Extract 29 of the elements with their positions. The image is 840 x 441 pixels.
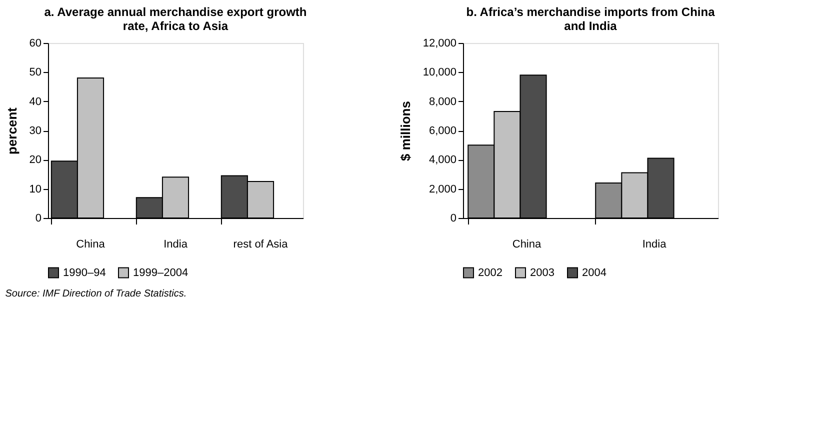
x-tick-label: China <box>512 238 542 250</box>
y-tick-label: 40 <box>29 96 42 108</box>
chart-title: b. Africa’s merchandise imports from China and India <box>466 5 716 33</box>
y-tick-label: 6,000 <box>428 125 456 137</box>
x-tick-label: India <box>642 238 668 250</box>
x-tick-label: China <box>76 238 106 250</box>
y-tick-label: 12,000 <box>422 38 456 50</box>
y-tick-label: 60 <box>29 38 42 50</box>
y-axis-title: percent <box>4 106 20 154</box>
legend-label: 1999–2004 <box>133 266 188 279</box>
source-note: Source: IMF Direction of Trade Statistics. <box>5 288 187 300</box>
y-tick-label: 30 <box>29 125 42 137</box>
y-tick-label: 2,000 <box>428 183 456 196</box>
y-tick-label: 4,000 <box>428 154 456 166</box>
legend-label: 2004 <box>582 266 606 279</box>
chart-title: a. Average annual merchandise export growth rate, Africa to Asia <box>44 5 307 33</box>
y-tick-label: 0 <box>450 212 456 224</box>
y-tick-label: 20 <box>29 154 42 166</box>
y-axis-title: $ millions <box>398 101 413 161</box>
y-tick-label: 10 <box>29 183 42 196</box>
y-tick-label: 8,000 <box>428 96 456 108</box>
x-tick-label: rest of Asia <box>233 238 289 250</box>
legend-label: 2003 <box>530 266 554 279</box>
x-tick-label: India <box>164 238 188 250</box>
y-tick-label: 10,000 <box>422 66 456 79</box>
y-tick-label: 0 <box>35 212 42 224</box>
legend-label: 2002 <box>478 266 502 279</box>
y-tick-label: 50 <box>29 66 42 79</box>
legend-label: 1990–94 <box>63 266 106 279</box>
